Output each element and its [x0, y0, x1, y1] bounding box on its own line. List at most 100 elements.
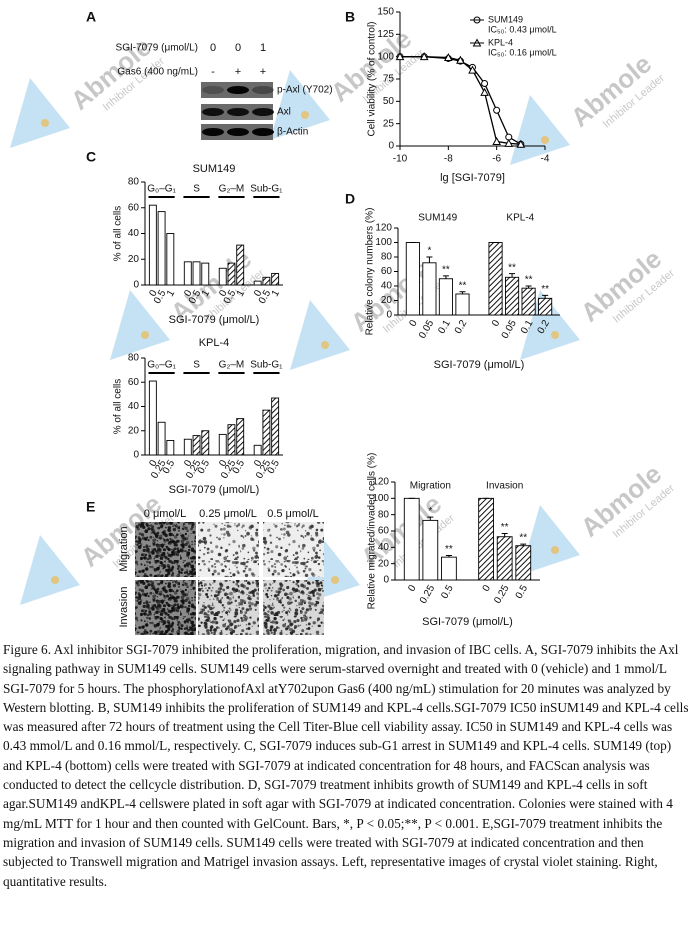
x-tick-label: 0 [147, 288, 160, 299]
group-label: G₀–G₁ [147, 360, 176, 371]
micrograph [263, 522, 324, 577]
group-label: G₂–M [219, 360, 245, 371]
chart-title: SUM149 [193, 163, 236, 175]
bar [227, 424, 236, 456]
watermark-dot [551, 546, 559, 554]
error-bar [442, 275, 449, 279]
watermark-shape [270, 70, 330, 140]
bar [218, 267, 227, 286]
figure-caption: Figure 6. Axl inhibitor SGI-7079 inhibit… [3, 642, 689, 889]
y-tick-label: 25 [383, 118, 395, 129]
error-bar [501, 532, 508, 537]
significance-label: ** [519, 533, 527, 544]
panel-label: C [86, 149, 96, 165]
watermark-shape [290, 300, 350, 370]
blot-band [252, 86, 274, 94]
watermark-dot [551, 331, 559, 339]
data-point [456, 55, 465, 64]
micrograph [135, 522, 196, 577]
watermark-shape [110, 290, 170, 360]
error-bar [520, 543, 527, 546]
data-point [443, 53, 453, 62]
y-tick-label: 0 [133, 280, 139, 291]
bar [236, 244, 245, 286]
y-tick-label: 0 [383, 575, 389, 586]
bar [262, 276, 271, 286]
y-tick-label: 80 [381, 252, 393, 263]
x-tick-label: -8 [444, 154, 453, 165]
y-tick-label: 60 [128, 377, 140, 388]
y-tick-label: 20 [378, 558, 390, 569]
y-axis-label: % of all cells [113, 379, 124, 435]
group-label: G₀–G₁ [147, 184, 176, 195]
y-tick-label: 100 [375, 237, 392, 248]
bar [271, 272, 280, 286]
blot-band [202, 108, 224, 116]
x-tick-label: 0.5 [196, 458, 213, 476]
x-tick-label: 0 [481, 583, 494, 594]
x-tick-label: 0.5 [514, 583, 531, 601]
lane-label: + [235, 66, 241, 78]
x-tick-label: 0 [252, 288, 265, 299]
y-tick-label: 40 [128, 228, 140, 239]
fit-curve [400, 56, 522, 145]
watermark-shape [520, 505, 580, 575]
bar [201, 262, 210, 286]
y-tick-label: 0 [133, 450, 139, 461]
bar [236, 418, 245, 456]
data-point [493, 106, 501, 114]
bar [183, 261, 192, 286]
x-tick-label: 0.5 [231, 458, 248, 476]
y-tick-label: 0 [388, 141, 394, 152]
significance-label: ** [459, 280, 467, 291]
bar [521, 287, 536, 316]
x-tick-label: 0.25 [418, 583, 437, 606]
y-tick-label: 60 [378, 526, 390, 537]
row-label: Gas6 (400 ng/mL) [117, 67, 198, 78]
y-tick-label: 120 [375, 223, 392, 234]
error-bar [525, 285, 532, 289]
x-tick-label: 0.25 [492, 583, 511, 606]
legend-label: SUM149 [488, 14, 523, 24]
significance-label: ** [508, 262, 516, 273]
bar [192, 261, 201, 286]
error-bar [445, 555, 452, 558]
y-tick-label: 50 [383, 96, 395, 107]
micrograph [263, 580, 324, 635]
x-tick-label: 1 [235, 288, 248, 299]
blot-band [227, 128, 249, 136]
y-tick-label: 100 [377, 51, 394, 62]
x-tick-label: 0.1 [436, 318, 453, 336]
significance-label: ** [445, 544, 453, 555]
data-point [481, 79, 489, 87]
y-tick-label: 20 [381, 295, 393, 306]
x-tick-label: 0 [147, 458, 160, 469]
group-label: Migration [410, 481, 451, 492]
x-tick-label: -6 [492, 154, 501, 165]
bar [157, 211, 166, 286]
group-label: S [193, 184, 200, 195]
bar [504, 276, 520, 316]
y-tick-label: 80 [128, 177, 140, 188]
y-tick-label: 80 [128, 353, 140, 364]
bar [201, 430, 210, 456]
watermark-dot [51, 576, 59, 584]
data-point [468, 65, 477, 74]
x-tick-label: 0.5 [266, 458, 283, 476]
y-axis-label: Relative colony numbers (%) [365, 208, 376, 336]
group-label: KPL-4 [506, 213, 534, 224]
x-tick-label: 0 [252, 458, 265, 469]
panel-label: D [345, 191, 355, 207]
data-point [480, 87, 489, 96]
bar [148, 380, 157, 456]
lane-label: 0 [210, 42, 216, 54]
bar [488, 242, 503, 316]
x-tick-label: 0.2 [453, 318, 470, 336]
y-tick-label: 125 [377, 29, 394, 40]
row-label: Invasion [118, 587, 130, 628]
bar [192, 435, 201, 456]
row-label: SGI-7079 (μmol/L) [116, 43, 198, 54]
y-tick-label: 40 [378, 542, 390, 553]
